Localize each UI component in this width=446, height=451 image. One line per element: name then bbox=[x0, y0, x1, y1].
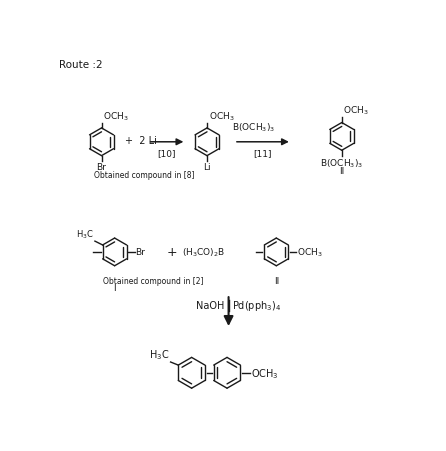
Text: OCH$_3$: OCH$_3$ bbox=[209, 110, 234, 123]
Text: NaOH: NaOH bbox=[196, 301, 225, 311]
Text: Li: Li bbox=[203, 162, 211, 171]
Text: B(OCH$_3$)$_3$: B(OCH$_3$)$_3$ bbox=[320, 157, 363, 170]
Text: I: I bbox=[113, 284, 116, 293]
Text: OCH$_3$: OCH$_3$ bbox=[251, 366, 279, 380]
Text: [11]: [11] bbox=[253, 149, 272, 157]
Text: OCH$_3$: OCH$_3$ bbox=[297, 246, 323, 258]
Text: H$_3$C: H$_3$C bbox=[76, 228, 94, 241]
Text: Obtained compound in [8]: Obtained compound in [8] bbox=[94, 170, 194, 179]
Text: +  2 Li: + 2 Li bbox=[124, 136, 157, 146]
Text: Obtained compound in [2]: Obtained compound in [2] bbox=[103, 276, 203, 285]
Text: Route :2: Route :2 bbox=[59, 60, 103, 70]
Text: II: II bbox=[339, 166, 344, 175]
Text: [10]: [10] bbox=[158, 149, 176, 157]
Text: II: II bbox=[274, 276, 279, 285]
Text: (H$_3$CO)$_2$B: (H$_3$CO)$_2$B bbox=[182, 246, 226, 258]
Text: Br: Br bbox=[97, 162, 107, 171]
Text: +: + bbox=[167, 246, 178, 259]
Text: OCH$_3$: OCH$_3$ bbox=[343, 105, 369, 117]
Text: Pd(pph$_3$)$_4$: Pd(pph$_3$)$_4$ bbox=[232, 299, 281, 313]
Text: B(OCH$_3$)$_3$: B(OCH$_3$)$_3$ bbox=[231, 121, 275, 133]
Text: OCH$_3$: OCH$_3$ bbox=[103, 110, 129, 123]
Text: Br: Br bbox=[136, 248, 145, 257]
Text: H$_3$C: H$_3$C bbox=[149, 348, 170, 361]
